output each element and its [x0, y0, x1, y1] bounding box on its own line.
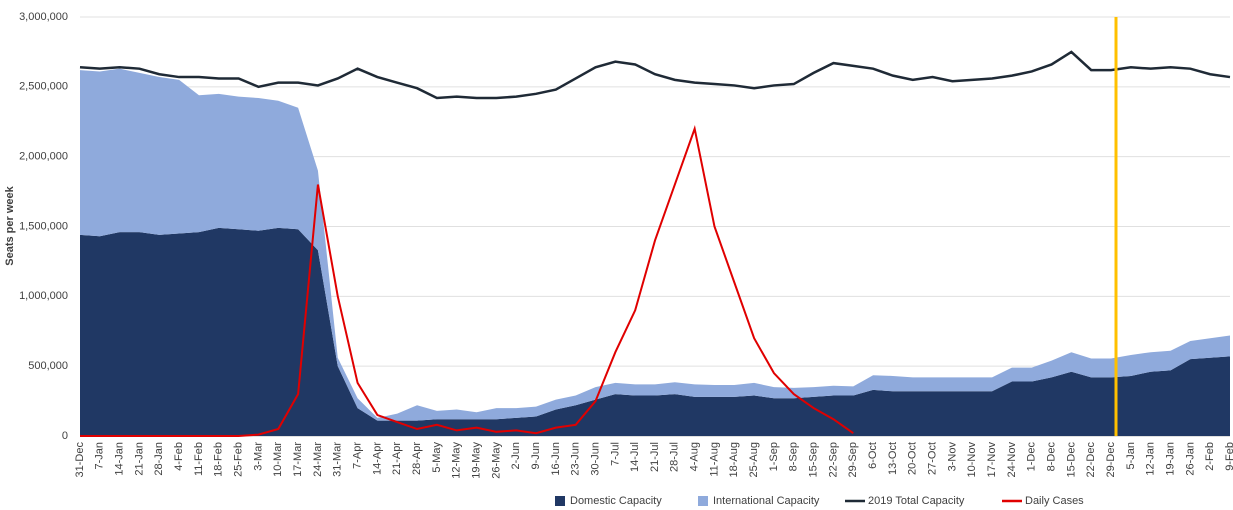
legend-item: 2019 Total Capacity — [845, 495, 965, 507]
x-tick-label: 14-Apr — [371, 442, 383, 475]
x-tick-label: 27-Oct — [926, 442, 938, 475]
x-tick-label: 10-Mar — [272, 442, 284, 477]
area — [80, 227, 1230, 436]
x-tick-label: 3-Mar — [252, 442, 264, 471]
x-tick-label: 25-Aug — [748, 442, 760, 477]
x-tick-label: 7-Jan — [94, 442, 106, 470]
x-tick-label: 4-Feb — [173, 442, 185, 471]
x-tick-label: 14-Jan — [114, 442, 126, 476]
x-tick-label: 17-Nov — [986, 442, 998, 478]
legend-item: Domestic Capacity — [555, 495, 662, 507]
x-tick-label: 22-Sep — [827, 442, 839, 477]
x-tick-label: 6-Oct — [867, 442, 879, 469]
x-tick-label: 29-Sep — [847, 442, 859, 477]
x-tick-label: 8-Dec — [1045, 442, 1057, 472]
x-tick-label: 5-May — [431, 442, 443, 473]
area — [80, 68, 1230, 421]
y-axis-label: Seats per week — [4, 185, 16, 265]
legend-label: International Capacity — [713, 495, 820, 507]
x-tick-label: 21-Apr — [391, 442, 403, 475]
x-tick-label: 18-Aug — [728, 442, 740, 477]
x-tick-label: 14-Jul — [629, 442, 641, 472]
x-tick-label: 9-Feb — [1224, 442, 1233, 471]
legend-item: Daily Cases — [1002, 495, 1084, 507]
x-tick-label: 21-Jul — [649, 442, 661, 472]
y-tick-label: 3,000,000 — [19, 11, 68, 23]
x-tick-label: 11-Aug — [708, 442, 720, 477]
x-tick-label: 31-Dec — [74, 442, 86, 478]
x-tick-label: 22-Dec — [1085, 442, 1097, 478]
x-tick-label: 15-Dec — [1065, 442, 1077, 478]
x-tick-label: 13-Oct — [887, 442, 899, 475]
x-tick-label: 1-Sep — [768, 442, 780, 471]
legend-label: Domestic Capacity — [570, 495, 662, 507]
x-tick-label: 28-Jul — [669, 442, 681, 472]
x-tick-label: 23-Jun — [570, 442, 582, 476]
x-tick-label: 20-Oct — [907, 442, 919, 475]
x-tick-label: 26-Jan — [1184, 442, 1196, 476]
x-tick-label: 7-Apr — [351, 442, 363, 469]
y-tick-label: 2,000,000 — [19, 151, 68, 163]
x-tick-label: 25-Feb — [233, 442, 245, 477]
x-tick-label: 12-Jan — [1145, 442, 1157, 476]
line — [80, 125, 854, 437]
y-tick-label: 500,000 — [28, 360, 68, 372]
x-tick-label: 4-Aug — [689, 442, 701, 471]
x-tick-label: 29-Dec — [1105, 442, 1117, 478]
x-tick-label: 26-May — [490, 442, 502, 479]
x-tick-label: 30-Jun — [589, 442, 601, 476]
x-tick-label: 21-Jan — [133, 442, 145, 476]
x-tick-label: 3-Nov — [946, 442, 958, 472]
legend-swatch — [698, 496, 708, 506]
x-tick-label: 18-Feb — [213, 442, 225, 477]
legend-swatch — [555, 496, 565, 506]
x-tick-label: 19-May — [470, 442, 482, 479]
x-tick-label: 11-Feb — [193, 442, 205, 476]
y-tick-label: 1,500,000 — [19, 220, 68, 232]
x-tick-label: 12-May — [451, 442, 463, 479]
x-tick-label: 17-Mar — [292, 442, 304, 477]
x-tick-label: 9-Jun — [530, 442, 542, 470]
legend-item: International Capacity — [698, 495, 820, 507]
x-tick-label: 2-Jun — [510, 442, 522, 470]
y-tick-label: 1,000,000 — [19, 290, 68, 302]
x-tick-label: 10-Nov — [966, 442, 978, 478]
x-tick-label: 15-Sep — [808, 442, 820, 477]
x-tick-label: 28-Apr — [411, 442, 423, 475]
y-tick-label: 0 — [62, 430, 68, 442]
legend-label: Daily Cases — [1025, 495, 1084, 507]
x-tick-label: 8-Sep — [788, 442, 800, 471]
x-tick-label: 24-Nov — [1006, 442, 1018, 478]
x-tick-label: 5-Jan — [1125, 442, 1137, 470]
x-tick-label: 16-Jun — [550, 442, 562, 476]
legend-label: 2019 Total Capacity — [868, 495, 965, 507]
x-tick-label: 1-Dec — [1026, 442, 1038, 472]
x-tick-label: 24-Mar — [312, 442, 324, 477]
x-tick-label: 31-Mar — [332, 442, 344, 477]
x-tick-label: 2-Feb — [1204, 442, 1216, 471]
line — [79, 50, 1231, 100]
y-tick-label: 2,500,000 — [19, 81, 68, 93]
x-tick-label: 19-Jan — [1164, 442, 1176, 476]
x-tick-label: 28-Jan — [153, 442, 165, 476]
x-tick-label: 7-Jul — [609, 442, 621, 466]
